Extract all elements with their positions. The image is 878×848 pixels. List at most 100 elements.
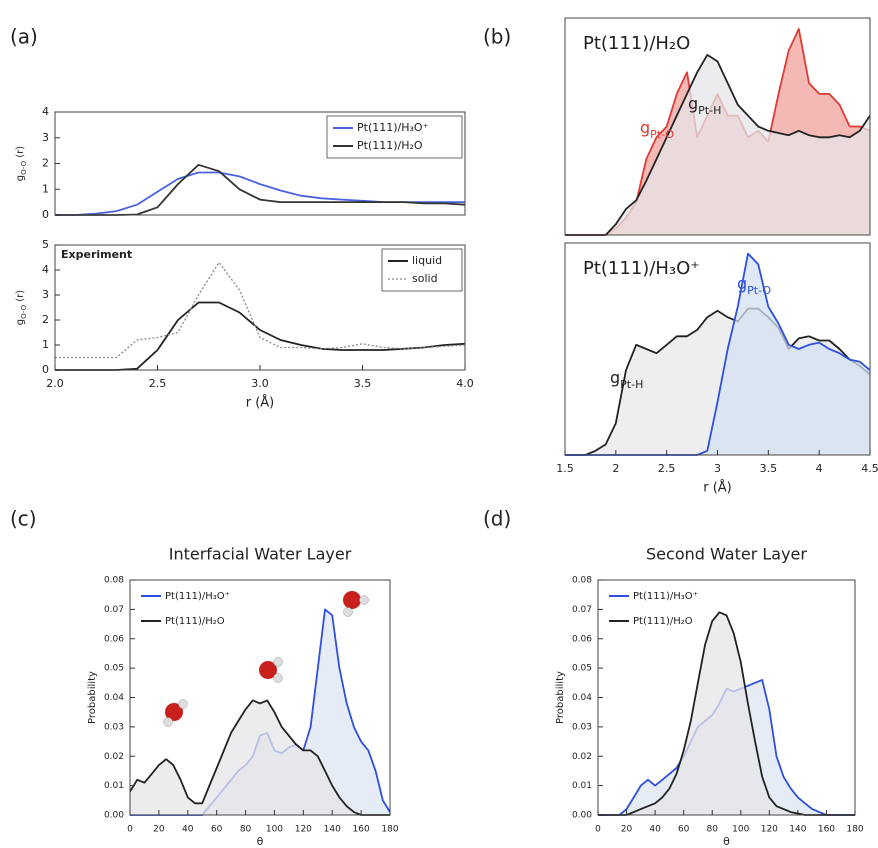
panel-label: (d) [483,507,511,531]
line [55,261,466,359]
area [565,54,870,236]
x-tick-label: 3 [714,462,721,475]
y-tick-label: 0.05 [572,664,592,674]
annotation: Experiment [61,248,132,261]
area [565,253,870,455]
x-tick-label: 60 [211,825,223,835]
y-axis-label-suffix: (r) [15,290,26,305]
y-axis-label: Probability [87,671,98,724]
x-tick-label: 20 [153,825,165,835]
x-tick-label: 1.5 [556,462,574,475]
y-tick-label: 0.08 [104,576,124,586]
y-tick-label: 1 [42,182,49,195]
panel-label: (a) [10,25,38,49]
line [565,54,871,236]
chart-title: Interfacial Water Layer [169,545,352,564]
legend-label: Pt(111)/H₂O [357,139,423,152]
x-tick-label: 180 [846,825,863,835]
y-axis-label-main: g [15,175,26,181]
series-label-subscript: Pt-H [698,104,721,117]
line [129,699,390,816]
y-tick-label: 0.07 [104,605,124,615]
plot-frame [564,17,871,236]
molecule [259,657,283,683]
chart-title: Second Water Layer [646,545,807,564]
y-tick-label: 0.07 [572,605,592,615]
x-tick-label: 80 [240,825,252,835]
series-label-subscript: Pt-O [747,284,771,297]
y-tick-label: 0.00 [572,811,592,821]
legend-box [381,248,463,292]
y-tick-label: 3 [42,131,49,144]
series-label-main: g [688,94,698,113]
legend-label: Pt(111)/H₃O⁺ [165,591,230,602]
x-tick-label: 100 [732,825,749,835]
x-tick-label: 100 [266,825,283,835]
line [55,171,465,216]
y-tick-label: 1 [42,338,49,351]
line [55,163,466,216]
legend-label: Pt(111)/H₃O⁺ [357,121,429,134]
x-tick-label: 180 [381,825,398,835]
y-tick-label: 2 [42,157,49,170]
y-tick-label: 5 [42,238,49,251]
y-tick-label: 4 [42,105,49,118]
x-tick-label: 0 [127,825,133,835]
legend-label: Pt(111)/H₂O [165,616,225,627]
x-tick-label: 140 [324,825,341,835]
molecule [163,699,188,727]
series-label: gPt-O [640,118,674,141]
series-label-subscript: Pt-H [620,378,643,391]
y-tick-label: 0.03 [572,722,592,732]
series-label-subscript: Pt-O [650,128,674,141]
area [598,612,855,815]
legend-label: liquid [412,254,442,267]
series-label: gPt-H [610,368,643,391]
series-label: gPt-H [688,94,721,117]
y-axis-label: gO-O (r) [15,146,28,181]
y-axis-label-main: g [15,319,26,325]
x-tick-label: 4 [816,462,823,475]
series-label-main: g [640,118,650,137]
x-axis-label: r (Å) [246,395,275,411]
panel-title: Pt(111)/H₃O⁺ [583,258,700,279]
y-tick-label: 0 [42,208,49,221]
x-tick-label: 4.5 [861,462,878,475]
y-tick-label: 0.06 [104,634,124,644]
y-tick-label: 0.01 [104,781,124,791]
x-tick-label: 2.5 [658,462,676,475]
y-tick-label: 0.02 [104,752,124,762]
y-tick-label: 0.04 [572,693,592,703]
y-axis-label: Probability [555,671,566,724]
x-axis-label: θ [723,835,730,848]
x-tick-label: 80 [706,825,718,835]
y-tick-label: 0.03 [104,722,124,732]
x-axis-label: θ [257,835,264,848]
legend-label: solid [412,272,438,285]
y-tick-label: 0.00 [104,811,124,821]
x-tick-label: 160 [353,825,370,835]
x-tick-label: 160 [818,825,835,835]
series-label: gPt-O [737,274,771,297]
x-tick-label: 3.5 [354,377,372,390]
x-tick-label: 120 [295,825,312,835]
panel-title: Pt(111)/H₂O [583,33,690,54]
y-axis-label-suffix: (r) [15,146,26,161]
x-tick-label: 20 [621,825,633,835]
legend-label: Pt(111)/H₃O⁺ [633,591,698,602]
y-tick-label: 2 [42,313,49,326]
x-tick-label: 140 [789,825,806,835]
panel-label: (b) [483,25,511,49]
molecule-icons [163,591,369,727]
x-tick-label: 60 [678,825,690,835]
y-tick-label: 0.05 [104,664,124,674]
y-tick-label: 0.06 [572,634,592,644]
x-tick-label: 0 [595,825,601,835]
legend-box [326,115,463,159]
y-tick-label: 0.02 [572,752,592,762]
x-tick-label: 4.0 [456,377,474,390]
x-tick-label: 2.0 [46,377,64,390]
